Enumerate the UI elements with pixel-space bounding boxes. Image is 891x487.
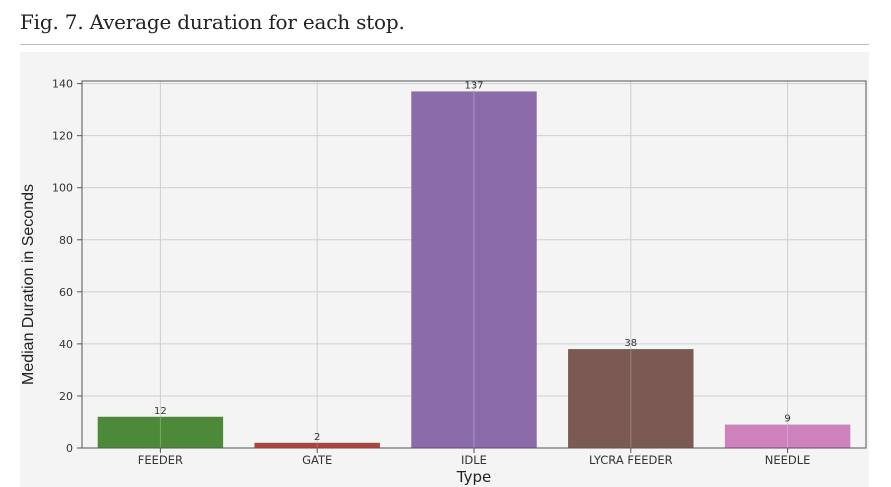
x-tick-label-1: GATE (302, 453, 332, 467)
bar-needle (724, 424, 851, 448)
bar-idle (411, 91, 537, 448)
x-tick-label-2: IDLE (461, 453, 487, 467)
data-label-2: 137 (464, 80, 483, 91)
data-label-0: 12 (154, 406, 167, 417)
plot-frame (81, 80, 867, 449)
y-tick-layer: 0 20 40 60 80 100 120 140 (52, 78, 82, 455)
y-tick-label-6: 120 (52, 130, 73, 143)
data-label-3: 38 (624, 338, 637, 349)
x-tick-layer: FEEDER GATE IDLE LYCRA FEEDER NEEDLE (138, 448, 811, 467)
y-tick-label-5: 100 (52, 182, 73, 195)
y-axis-label: Median Duration in Seconds (20, 184, 37, 385)
y-tick-label-3: 60 (59, 286, 73, 299)
y-tick-label-4: 80 (59, 234, 73, 247)
bar-layer (97, 91, 851, 448)
y-tick-label-1: 20 (59, 390, 73, 403)
bar-lycra-feeder (568, 349, 694, 448)
data-label-1: 2 (314, 432, 320, 443)
bar-feeder (97, 416, 224, 448)
y-tick-label-2: 40 (59, 338, 73, 351)
figure-caption: Fig. 7. Average duration for each stop. (20, 10, 405, 34)
data-label-layer: 12 2 137 38 9 (154, 80, 791, 442)
data-label-4: 9 (784, 414, 790, 425)
x-tick-label-0: FEEDER (138, 453, 183, 467)
y-tick-label-7: 140 (52, 78, 73, 91)
x-axis-label: Type (456, 468, 491, 486)
x-tick-label-4: NEEDLE (765, 453, 811, 467)
y-tick-label-0: 0 (66, 442, 73, 455)
x-tick-label-3: LYCRA FEEDER (589, 453, 673, 467)
caption-divider (20, 44, 869, 45)
bar-gate (254, 442, 380, 448)
